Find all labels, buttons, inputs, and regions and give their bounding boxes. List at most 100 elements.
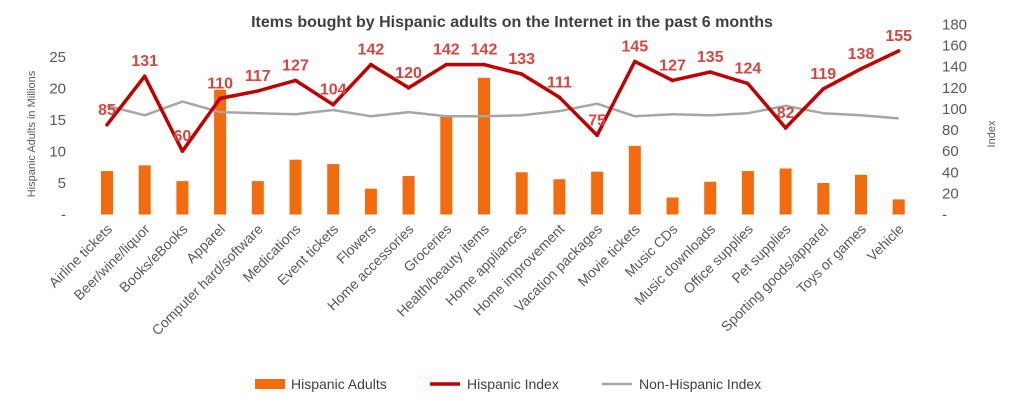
legend-label-non-hispanic-index: Non-Hispanic Index [639, 376, 761, 392]
hispanic-index-data-label: 75 [588, 112, 606, 129]
y-left-tick-label: 5 [58, 175, 66, 192]
hispanic-index-point [218, 96, 222, 101]
bar [855, 174, 867, 215]
hispanic-index-data-label: 142 [358, 42, 385, 59]
y-right-tick-label: 80 [942, 122, 959, 139]
non-hispanic-index-line [106, 100, 899, 120]
hispanic-index-point [406, 86, 411, 90]
y-right-tick-label: 140 [942, 59, 967, 76]
bar [176, 181, 189, 215]
hispanic-index-point [105, 122, 109, 127]
hispanic-index-point [331, 102, 336, 107]
y-right-axis-title: Index [986, 120, 998, 147]
hispanic-index-data-label: 120 [395, 65, 422, 82]
y-right-tick-label: 40 [942, 164, 959, 181]
bar [553, 179, 566, 215]
bar [591, 171, 604, 215]
bar [101, 171, 113, 215]
hispanic-index-point [633, 59, 637, 64]
hispanic-index-point [746, 81, 750, 86]
hispanic-index-data-label: 110 [207, 75, 233, 92]
hispanic-index-line [105, 49, 900, 153]
y-right-tick-label: 160 [942, 38, 967, 55]
bar [327, 164, 340, 215]
hispanic-index-point [142, 74, 147, 79]
hispanic-index-data-label: 142 [433, 42, 460, 59]
y-right-tick-group: - 20 40 60 80 100 120 140 160 180 [942, 17, 967, 224]
bar [251, 181, 264, 215]
hispanic-index-point [482, 62, 486, 67]
hispanic-index-data-label: 142 [471, 42, 498, 59]
y-left-tick-label: 20 [49, 81, 66, 98]
hispanic-index-data-label: 155 [885, 28, 912, 45]
hispanic-index-data-label: 131 [131, 53, 158, 70]
bar-series [101, 77, 905, 215]
bar [364, 188, 377, 215]
y-left-tick-label: 10 [49, 144, 66, 161]
bar [892, 199, 905, 215]
bar [628, 145, 641, 215]
hispanic-index-point [821, 87, 826, 91]
y-right-tick-label: - [942, 207, 947, 224]
category-label-group: Airline ticketsBeer/wine/liquorBooks/eBo… [45, 221, 906, 339]
hispanic-index-point [255, 89, 260, 93]
hispanic-index-data-label: 127 [659, 57, 686, 74]
bar [515, 172, 528, 215]
hispanic-index-data-label: 145 [621, 38, 648, 55]
hispanic-index-point [708, 70, 712, 74]
hispanic-index-data-label: 85 [98, 102, 116, 119]
hispanic-index-data-label: 127 [282, 57, 309, 74]
category-label: Books/eBooks [116, 221, 191, 296]
hispanic-index-point [519, 72, 524, 76]
legend-label-hispanic-index: Hispanic Index [467, 376, 559, 392]
hispanic-index-point [557, 95, 562, 100]
hispanic-index-data-label: 111 [547, 74, 572, 91]
y-right-tick-label: 100 [942, 101, 967, 118]
y-right-tick-label: 60 [942, 143, 959, 160]
hispanic-index-data-label: 117 [245, 68, 271, 85]
hispanic-index-point [670, 78, 675, 83]
y-right-tick-label: 20 [942, 185, 959, 202]
y-left-axis-title: Hispanic Adults in Millions [26, 70, 38, 197]
hispanic-index-data-label: 119 [810, 66, 836, 83]
bar [402, 176, 415, 215]
chart-title: Items bought by Hispanic adults on the I… [251, 14, 773, 31]
legend: Hispanic Adults Hispanic Index Non-Hispani… [255, 376, 761, 392]
hispanic-index-point [595, 133, 599, 138]
bar [214, 89, 227, 215]
y-left-tick-label: 25 [49, 49, 66, 66]
hispanic-index-point [783, 126, 788, 130]
hispanic-index-point [896, 49, 901, 53]
bar [666, 197, 679, 215]
hispanic-index-data-label: 104 [320, 82, 347, 99]
hispanic-index-data-label: 135 [697, 49, 724, 66]
hispanic-index-point [369, 62, 373, 67]
bar [440, 116, 453, 215]
bar [817, 183, 830, 215]
line-series [105, 49, 901, 153]
bar [741, 171, 754, 215]
hispanic-index-point [859, 67, 863, 71]
hispanic-index-data-label: 138 [848, 46, 875, 63]
y-left-tick-label: - [61, 207, 66, 224]
y-left-tick-group: - 5 10 15 20 25 [49, 49, 66, 224]
y-right-tick-label: 120 [942, 80, 967, 97]
legend-swatch-hispanic-adults [255, 379, 285, 389]
hispanic-index-point [180, 149, 185, 153]
bar [779, 168, 792, 215]
bar [289, 159, 302, 215]
hispanic-index-data-label: 82 [777, 105, 795, 122]
bar [704, 181, 717, 215]
legend-label-hispanic-adults: Hispanic Adults [291, 376, 387, 392]
y-left-tick-label: 15 [49, 112, 66, 129]
hispanic-index-point [444, 62, 449, 67]
hispanic-index-data-label: 133 [508, 51, 535, 68]
hispanic-index-data-label: 124 [735, 61, 762, 78]
bar [478, 77, 490, 215]
y-right-tick-label: 180 [942, 17, 967, 34]
hispanic-index-point [293, 78, 298, 83]
data-label-group: 85 131 60 110 117 127 104 142 120 142 142 133 111 75 1… [98, 28, 912, 145]
category-label: Vehicle [864, 221, 907, 264]
bar [138, 165, 151, 215]
